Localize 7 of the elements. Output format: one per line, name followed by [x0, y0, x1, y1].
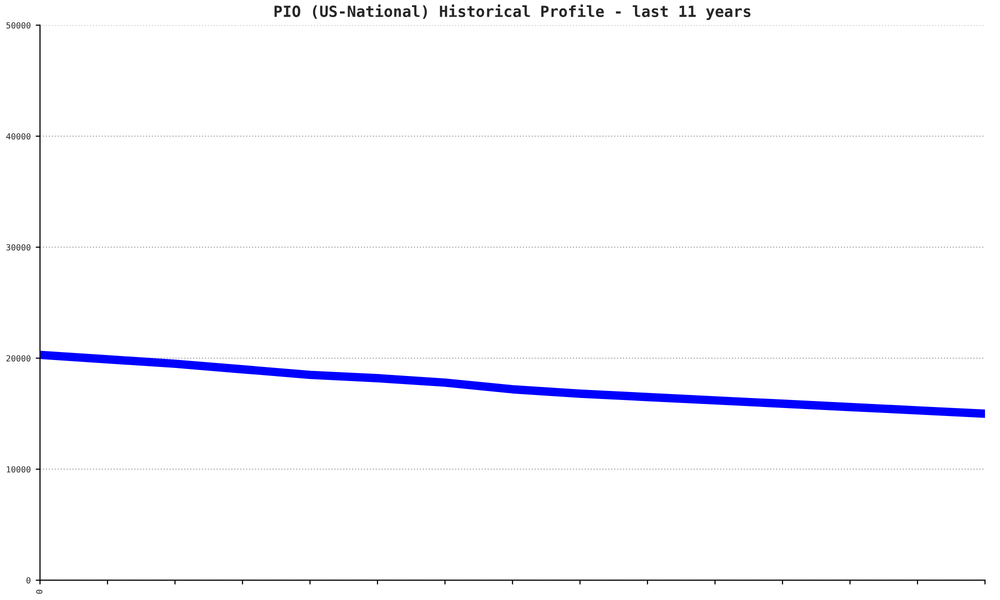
y-tick-label: 20000: [6, 355, 30, 362]
y-tick-label: 10000: [6, 466, 30, 473]
y-tick-label: 50000: [6, 22, 30, 29]
chart-title: PIO (US-National) Historical Profile - last 11 years: [274, 4, 750, 20]
y-tick-label: 0: [26, 577, 30, 584]
y-tick-label: 30000: [6, 244, 30, 251]
y-tick-label: 40000: [6, 133, 30, 140]
